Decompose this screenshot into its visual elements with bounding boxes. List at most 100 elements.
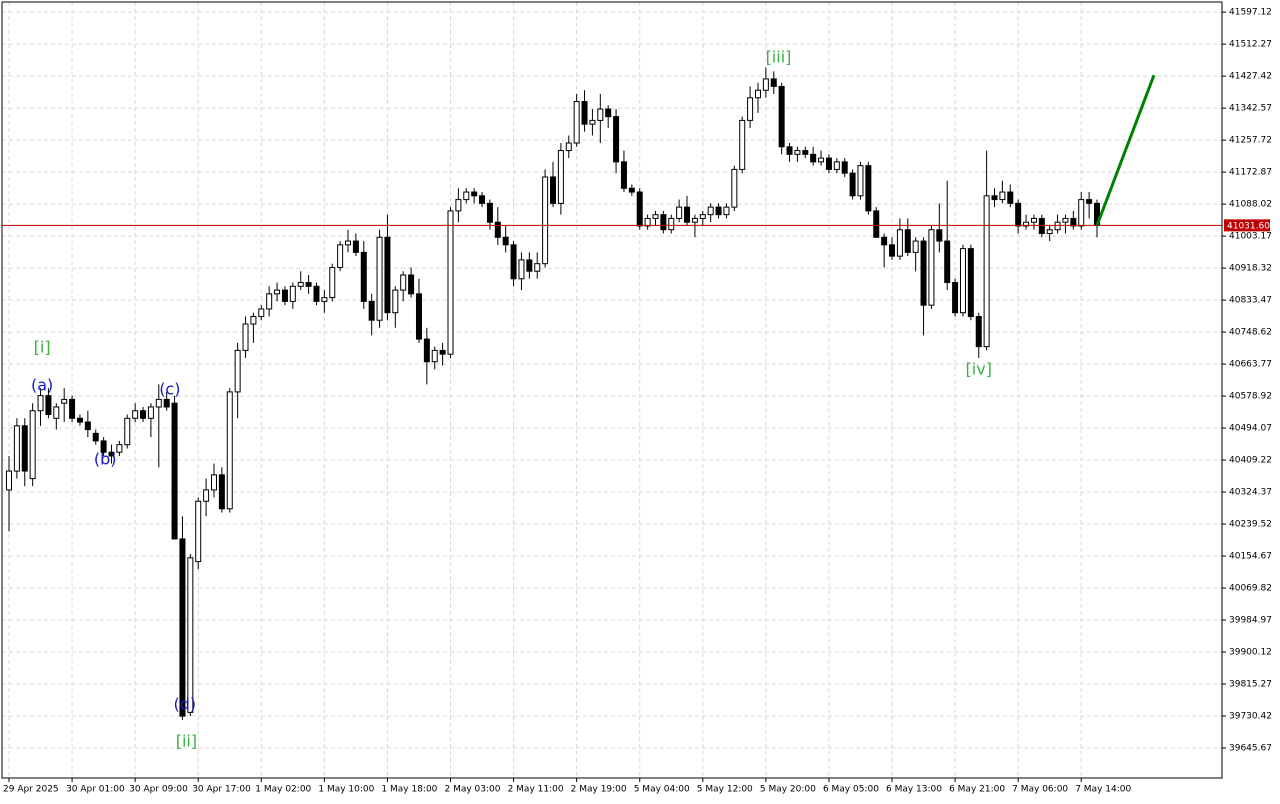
candle-body	[510, 244, 517, 280]
y-tick-label: 40409.22	[1229, 456, 1272, 466]
candle-body	[952, 282, 959, 314]
candle-body	[439, 349, 446, 355]
candle-body	[636, 191, 643, 227]
candle-body	[45, 395, 52, 416]
candle-body	[455, 199, 462, 212]
x-tick-label: 1 May 02:00	[255, 785, 311, 795]
candle-body	[6, 470, 12, 491]
candle-body	[739, 119, 746, 170]
candle-body	[108, 451, 115, 457]
candle-body	[518, 259, 525, 280]
x-tick-label: 30 Apr 09:00	[129, 785, 188, 795]
frame	[1, 1, 1223, 779]
candle-body	[124, 417, 131, 446]
x-tick-label: 6 May 13:00	[886, 785, 942, 795]
y-tick-label: 40663.77	[1229, 360, 1272, 370]
x-tick-label: 2 May 11:00	[508, 785, 564, 795]
candle-body	[1078, 199, 1085, 227]
x-tick-label: 1 May 10:00	[318, 785, 374, 795]
candle-body	[794, 150, 801, 155]
candle-body	[163, 398, 170, 408]
candle-body	[155, 398, 162, 408]
candle-body	[597, 108, 604, 121]
candle-body	[13, 425, 20, 472]
candle-body	[944, 240, 951, 284]
current-price-box	[1224, 219, 1270, 232]
candle-body	[250, 315, 257, 325]
candle-body	[195, 500, 202, 563]
candle-body	[274, 289, 281, 295]
candle-body	[76, 417, 83, 423]
candle-body	[321, 297, 328, 302]
candle-body	[778, 85, 785, 148]
candle-body	[605, 108, 612, 118]
x-tick-label: 7 May 06:00	[1012, 785, 1068, 795]
candle-body	[29, 410, 36, 480]
candle-body	[904, 229, 911, 253]
candle-body	[684, 206, 691, 223]
wave-label: [iii]	[766, 48, 792, 67]
candle-body	[881, 236, 888, 246]
candle-body	[565, 142, 572, 152]
candle-body	[841, 161, 848, 174]
candle-body	[912, 240, 919, 253]
candle-body	[825, 157, 832, 170]
candle-body	[699, 214, 706, 219]
candle-body	[337, 244, 344, 268]
y-tick-label: 41172.87	[1229, 168, 1272, 178]
y-tick-label: 39645.67	[1229, 743, 1272, 753]
y-tick-label: 40748.62	[1229, 328, 1272, 338]
candle-body	[762, 78, 769, 91]
candle-body	[936, 229, 943, 242]
candle-body	[691, 217, 698, 223]
candle-body	[415, 293, 422, 340]
candle-body	[920, 240, 927, 306]
candle-body	[234, 349, 241, 393]
y-tick-label: 41597.12	[1229, 8, 1272, 18]
candle-body	[486, 202, 493, 223]
y-tick-label: 40239.52	[1229, 520, 1272, 530]
candle-body	[360, 251, 367, 302]
candle-body	[833, 161, 840, 170]
candle-body	[581, 101, 588, 125]
candle-body	[400, 274, 407, 291]
candle-body	[479, 195, 486, 204]
candle-body	[1054, 221, 1061, 231]
grid	[2, 2, 1222, 778]
candle-body	[345, 240, 352, 246]
candle-body	[628, 187, 635, 193]
candle-body	[226, 391, 233, 510]
candle-body	[967, 248, 974, 317]
current-price-label: 41031.60	[1227, 221, 1270, 231]
projection-line	[1095, 74, 1156, 226]
x-tick-label: 6 May 05:00	[823, 785, 879, 795]
x-tick-label: 30 Apr 01:00	[66, 785, 125, 795]
y-tick-label: 40494.07	[1229, 424, 1272, 434]
candle-body	[1070, 217, 1077, 227]
candle-body	[526, 259, 533, 272]
candle-body	[1030, 217, 1037, 223]
x-tick-label: 6 May 21:00	[949, 785, 1005, 795]
y-tick-label: 40154.67	[1229, 552, 1272, 562]
x-tick-label: 7 May 14:00	[1075, 785, 1131, 795]
candle-body	[849, 172, 856, 197]
candle-body	[928, 229, 935, 306]
candle-body	[1046, 229, 1053, 235]
wave-label: [iv]	[966, 360, 992, 379]
x-tick-label: 5 May 04:00	[634, 785, 690, 795]
candle-body	[53, 406, 60, 419]
candle-body	[423, 338, 430, 363]
candle-body	[620, 161, 627, 189]
candle-body	[557, 150, 564, 204]
candle-body	[171, 402, 178, 540]
candle-body	[210, 474, 217, 491]
candle-body	[61, 398, 68, 404]
candle-body	[715, 206, 722, 216]
x-tick-label: 1 May 18:00	[381, 785, 437, 795]
candle-body	[203, 489, 210, 502]
y-tick-label: 40833.47	[1229, 296, 1272, 306]
candle-body	[959, 248, 966, 314]
